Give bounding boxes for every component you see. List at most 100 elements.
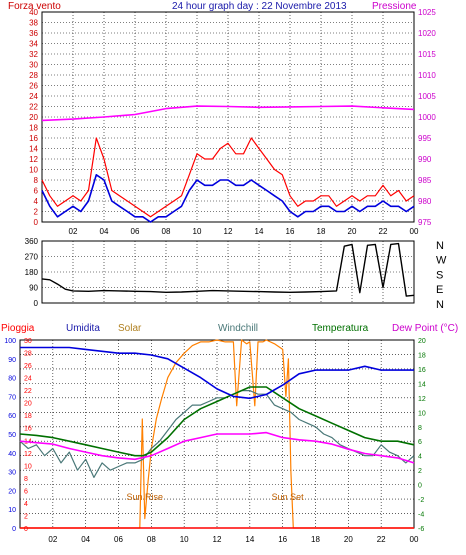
wind-xtick-label: 06 (131, 227, 140, 236)
pressure-ytick-label: 1020 (418, 29, 436, 38)
temp-ytick-label: 2 (418, 468, 422, 475)
humidity-ytick-label: 0 (12, 526, 16, 533)
temp-ytick-label: -4 (418, 512, 424, 519)
temp-xtick-label: 12 (213, 535, 222, 544)
pressure-ytick-label: 1005 (418, 92, 436, 101)
humidity-ytick-label: 70 (8, 394, 16, 401)
temp-ytick-label: 10 (418, 410, 426, 417)
wind-xtick-label: 08 (162, 227, 171, 236)
wind-ytick-label: 6 (34, 187, 39, 196)
temp-ytick-label: 18 (418, 352, 426, 359)
temp-xtick-label: 16 (278, 535, 287, 544)
wind-ytick-label: 22 (29, 103, 38, 112)
temperature-line (19, 386, 415, 457)
wind-ytick-label: 32 (29, 50, 38, 59)
temp-xtick-label: 00 (410, 535, 419, 544)
wind-xtick-label: 04 (100, 227, 109, 236)
direction-line (41, 242, 415, 297)
solar-line (20, 339, 414, 529)
legend-pioggia: Pioggia (1, 323, 35, 334)
wind-ytick-label: 16 (29, 134, 38, 143)
rain-ytick-label: 18 (24, 413, 32, 420)
humidity-ytick-label: 50 (8, 432, 16, 439)
legend-temperatura: Temperatura (312, 323, 369, 334)
direction-ytick-label: 90 (29, 284, 38, 293)
rain-ytick-label: 28 (24, 351, 32, 358)
dewpoint-line (19, 431, 415, 464)
wind-ytick-label: 24 (29, 92, 38, 101)
legend-solar: Solar (118, 323, 142, 334)
rain-ytick-label: 22 (24, 388, 32, 395)
temp-ytick-label: 12 (418, 396, 426, 403)
rain-ytick-label: 0 (24, 526, 28, 533)
pressure-ytick-label: 995 (418, 134, 432, 143)
header-left-label: Forza vento (8, 1, 61, 12)
wind-ytick-label: 26 (29, 82, 38, 91)
wind-xtick-label: 10 (193, 227, 202, 236)
pressure-ytick-label: 1015 (418, 50, 436, 59)
temp-xtick-label: 04 (81, 535, 90, 544)
humidity-ytick-label: 100 (4, 338, 16, 345)
wind-xtick-label: 14 (255, 227, 264, 236)
rain-ytick-label: 30 (24, 338, 32, 345)
wind-ytick-label: 36 (29, 29, 38, 38)
pressure-ytick-label: 985 (418, 176, 432, 185)
rain-ytick-label: 12 (24, 451, 32, 458)
rain-ytick-label: 26 (24, 363, 32, 370)
rain-ytick-label: 4 (24, 501, 28, 508)
wind-xtick-label: 18 (317, 227, 326, 236)
pressure-ytick-label: 975 (418, 218, 432, 227)
temp-ytick-label: 0 (418, 483, 422, 490)
temp-ytick-label: -2 (418, 497, 424, 504)
humidity-ytick-label: 40 (8, 451, 16, 458)
humidity-line (20, 346, 414, 400)
sunset-label: Sun Set (272, 492, 305, 502)
humidity-ytick-label: 90 (8, 357, 16, 364)
humidity-ytick-label: 10 (8, 507, 16, 514)
temp-ytick-label: 14 (418, 381, 426, 388)
wind-ytick-label: 34 (29, 40, 38, 49)
wind-ytick-label: 4 (34, 197, 39, 206)
rain-ytick-label: 16 (24, 426, 32, 433)
direction-ytick-label: 0 (34, 299, 39, 308)
wind-ytick-label: 30 (29, 61, 38, 70)
direction-ytick-label: 180 (25, 268, 39, 277)
temp-xtick-label: 18 (311, 535, 320, 544)
wind-ytick-label: 28 (29, 71, 38, 80)
pressure-ytick-label: 1000 (418, 113, 436, 122)
wind-ytick-label: 18 (29, 124, 38, 133)
humidity-ytick-label: 30 (8, 470, 16, 477)
wind-ytick-label: 8 (34, 176, 39, 185)
temp-xtick-label: 02 (48, 535, 57, 544)
pressure-ytick-label: 980 (418, 197, 432, 206)
legend-windchill: Windchill (218, 323, 258, 334)
wind-xtick-label: 16 (286, 227, 295, 236)
temp-xtick-label: 06 (114, 535, 123, 544)
temp-ytick-label: -6 (418, 526, 424, 533)
wind-ytick-label: 38 (29, 19, 38, 28)
wind-ytick-label: 14 (29, 145, 38, 154)
header-right-label: Pressione (372, 1, 417, 12)
compass-label: W (436, 255, 447, 267)
compass-label: N (436, 299, 444, 311)
wind-xtick-label: 20 (348, 227, 357, 236)
rain-ytick-label: 8 (24, 476, 28, 483)
rain-ytick-label: 24 (24, 376, 32, 383)
pressure-ytick-label: 990 (418, 155, 432, 164)
temp-xtick-label: 22 (377, 535, 386, 544)
pressure-ytick-label: 1010 (418, 71, 436, 80)
wind-xtick-label: 00 (410, 227, 419, 236)
wind-ytick-label: 12 (29, 155, 38, 164)
temp-xtick-label: 20 (344, 535, 353, 544)
wind-ytick-label: 20 (29, 113, 38, 122)
wind-gust-line (41, 137, 415, 218)
temp-xtick-label: 08 (147, 535, 156, 544)
temp-ytick-label: 16 (418, 367, 426, 374)
rain-ytick-label: 10 (24, 463, 32, 470)
temp-ytick-label: 8 (418, 425, 422, 432)
pressure-ytick-label: 1025 (418, 8, 436, 17)
rain-ytick-label: 2 (24, 513, 28, 520)
rain-ytick-label: 6 (24, 488, 28, 495)
humidity-ytick-label: 20 (8, 488, 16, 495)
temp-ytick-label: 6 (418, 439, 422, 446)
